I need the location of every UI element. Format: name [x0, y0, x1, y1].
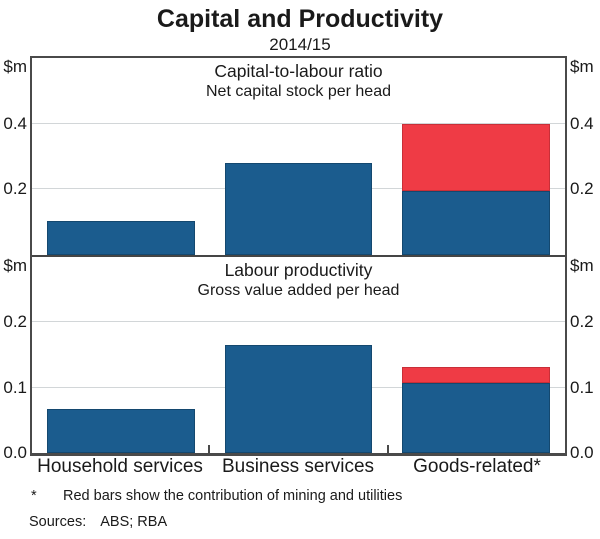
category-label-business-services: Business services [221, 456, 375, 477]
y-axis-unit-label: $m [570, 256, 594, 275]
y-axis-unit-label: $m [570, 57, 594, 76]
x-axis-tick [387, 445, 389, 453]
panel-title: Labour productivity [224, 260, 373, 280]
bar-business-services [224, 58, 373, 255]
y-tick-label: 0.1 [3, 377, 27, 397]
sources-value: ABS; RBA [100, 514, 168, 530]
y-tick-label: 0.0 [3, 443, 27, 462]
bar-goods-related [402, 257, 551, 453]
gridline [32, 321, 565, 323]
x-axis-tick [208, 445, 210, 453]
y-tick-label: 0.4 [570, 113, 594, 133]
bar-goods-related [402, 58, 551, 255]
sources-line: Sources: ABS; RBA [29, 513, 167, 532]
panel-capital-to-labour-ratio: Capital-to-labour ratio Net capital stoc… [32, 58, 565, 257]
plot-frame: Capital-to-labour ratio Net capital stoc… [30, 56, 567, 456]
category-label-goods-related: Goods-related* [413, 456, 541, 477]
bar-segment-blue [46, 220, 195, 255]
chart-subtitle: 2014/15 [269, 35, 331, 54]
y-tick-label: 0.4 [3, 113, 27, 133]
y-axis-unit-label: $m [3, 256, 27, 275]
chart-title: Capital and Productivity [156, 5, 444, 33]
bar-segment-red [402, 123, 551, 191]
panel-heading: Capital-to-labour ratio Net capital stoc… [32, 61, 565, 101]
sources-label: Sources: [29, 514, 87, 530]
bar-segment-red [402, 367, 551, 384]
panel-subtitle: Net capital stock per head [206, 83, 391, 100]
gridline [32, 122, 565, 124]
bar-segment-blue [402, 190, 551, 255]
bar-segment-blue [224, 163, 373, 255]
gridline [32, 188, 565, 190]
panel-labour-productivity: Labour productivity Gross value added pe… [32, 257, 565, 453]
footnote-marker: * [31, 488, 37, 504]
footnote-text: Red bars show the contribution of mining… [63, 488, 403, 504]
y-tick-label: 0.2 [3, 179, 27, 199]
gridline [32, 386, 565, 388]
category-label-household-services: Household services [37, 456, 203, 477]
bar-segment-blue [46, 408, 195, 453]
y-tick-label: 0.2 [570, 312, 594, 332]
panel-heading: Labour productivity Gross value added pe… [32, 260, 565, 300]
bar-business-services [224, 257, 373, 453]
panel-title: Capital-to-labour ratio [214, 61, 383, 81]
y-tick-label: 0.2 [3, 312, 27, 332]
bar-household-services [46, 58, 195, 255]
panel-subtitle: Gross value added per head [197, 282, 400, 299]
y-tick-label: 0.0 [570, 443, 594, 462]
bar-segment-blue [402, 383, 551, 453]
bar-household-services [46, 257, 195, 453]
y-tick-label: 0.2 [570, 179, 594, 199]
bar-segment-blue [224, 345, 373, 453]
y-axis-unit-label: $m [3, 57, 27, 76]
y-tick-label: 0.1 [570, 377, 594, 397]
